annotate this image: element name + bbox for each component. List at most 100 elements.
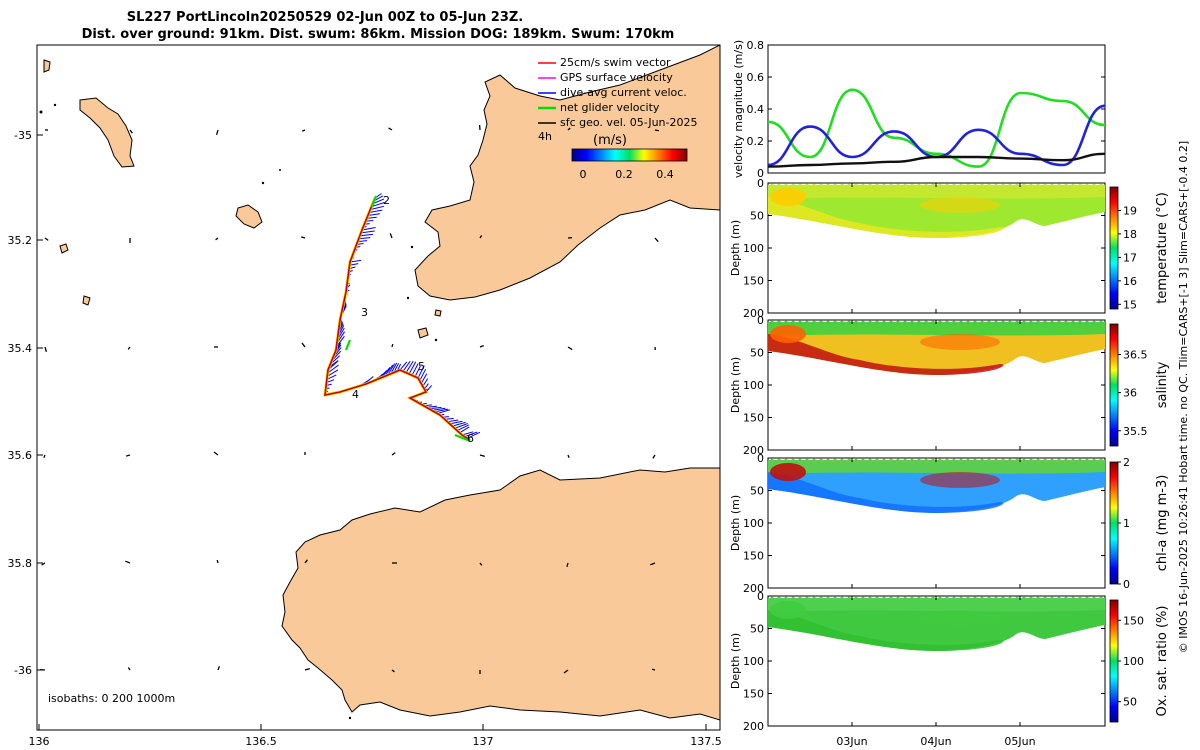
section-4-colorbar-tick-0: 50 (1123, 696, 1137, 709)
section-4-colorbar-label: Ox. sat. ratio (%) (1155, 606, 1170, 717)
section-1-colorbar-tick-1: 16 (1123, 275, 1137, 288)
legend-item-dive-avg: dive-avg current veloc. (538, 86, 687, 99)
section-2-ylabel: Depth (m) (729, 357, 742, 413)
island-small-1 (43, 59, 51, 73)
waypoint-6: 6 (467, 432, 474, 445)
velocity-ylabel: velocity magnitude (m/s) (732, 40, 745, 178)
section-3-ylabel: Depth (m) (729, 495, 742, 551)
geo-arrow-15 (654, 237, 659, 243)
section-2-colorbar-tick-0: 35.5 (1123, 425, 1148, 438)
lon-tick-1: 136.5 (245, 735, 277, 748)
glider-track (323, 193, 481, 443)
geo-arrow-46 (563, 669, 569, 674)
colorbar-tick-1: 0.2 (615, 168, 633, 181)
geo-arrow-37 (479, 562, 483, 566)
section-4-ytick-1: 50 (750, 623, 764, 636)
map-frame (36, 44, 721, 731)
colorbar-tick-0: 0 (580, 168, 587, 181)
waypoint-3: 3 (361, 306, 368, 319)
legend-item-net-velocity: net glider velocity (538, 101, 660, 114)
geo-arrow-31 (652, 454, 656, 459)
section-4-colorbar (1109, 599, 1119, 723)
section-1-colorbar (1109, 186, 1119, 310)
geo-arrow-3 (301, 129, 306, 132)
geo-arrow-35 (304, 559, 308, 564)
section-4-ytick-4: 200 (743, 720, 764, 733)
geo-arrow-34 (216, 559, 219, 564)
section-panel-2: 0 50 100 150 200 Depth (m) 35.5 36 36.5 salinity (729, 314, 1170, 457)
lat-tick-2: 35.4 (8, 342, 33, 355)
land-northern-peninsula (414, 45, 720, 301)
section-1-colorbar-tick-0: 15 (1123, 298, 1137, 311)
legend-interval: 4h (538, 130, 552, 143)
svg-text:GPS surface velocity: GPS surface velocity (560, 71, 673, 84)
geo-arrow-1 (129, 129, 133, 134)
geo-arrow-20 (391, 343, 394, 348)
section-1-ytick-3: 150 (743, 275, 764, 288)
lat-tick-0: -35 (14, 129, 32, 142)
section-3-colorbar-tick-1: 1 (1123, 517, 1130, 530)
geo-arrow-25 (126, 454, 131, 457)
lat-tick-4: 35.8 (8, 557, 33, 570)
geo-arrow-6 (567, 127, 571, 131)
svg-text:dive-avg current veloc.: dive-avg current veloc. (560, 86, 687, 99)
velocity-ytick-1: 0.2 (747, 135, 765, 148)
geo-arrow-29 (479, 454, 485, 458)
section-2-ytick-1: 50 (750, 347, 764, 360)
time-tick-2: 05Jun (1004, 735, 1035, 748)
lat-tick-1: 35.2 (8, 234, 33, 247)
geo-arrow-42 (217, 666, 221, 671)
section-4-colorbar-tick-1: 100 (1123, 655, 1144, 668)
legend-item-swim-vector: 25cm/s swim vector (538, 56, 671, 69)
island-small-4 (417, 327, 429, 339)
geo-arrow-32 (41, 562, 46, 566)
geo-arrow-19 (301, 342, 306, 348)
geo-arrow-22 (567, 346, 573, 351)
geo-arrow-12 (389, 233, 393, 239)
map-legend: 25cm/s swim vector GPS surface velocity … (538, 56, 697, 181)
land-southern-landmass (281, 467, 720, 721)
velocity-axes (767, 44, 1106, 174)
section-1-colorbar-label: temperature (°C) (1155, 192, 1170, 304)
island-small-5 (434, 309, 442, 317)
section-3-ytick-4: 200 (743, 582, 764, 595)
lat-tick-5: -36 (14, 664, 32, 677)
footer-note: © IMOS 16-Jun-2025 10:26:41 Hobart time.… (1177, 141, 1190, 653)
geo-arrow-33 (125, 560, 131, 564)
track-green-net (344, 195, 471, 443)
section-2-ytick-0: 0 (757, 314, 764, 327)
island-large (79, 97, 135, 168)
section-2-ytick-3: 150 (743, 412, 764, 425)
section-1-ylabel: Depth (m) (729, 220, 742, 276)
lon-tick-2: 137 (473, 735, 494, 748)
section-3-ytick-3: 150 (743, 550, 764, 563)
section-3-colorbar-label: chl-a (mg m-3) (1155, 475, 1170, 572)
section-4-ylabel: Depth (m) (729, 633, 742, 689)
figure-title-line1: SL227 PortLincoln20250529 02-Jun 00Z to … (127, 10, 524, 25)
island-small-3 (82, 295, 91, 306)
velocity-ytick-4: 0.8 (747, 39, 765, 52)
figure-title-line2: Dist. over ground: 91km. Dist. swum: 86k… (82, 27, 675, 42)
geo-arrow-26 (213, 451, 219, 456)
section-panel-4: 0 50 100 150 200 Depth (m) 50 100 150 Ox. sat. ra… (729, 590, 1170, 733)
section-1-colorbar-tick-4: 19 (1123, 204, 1137, 217)
island-small-2 (59, 243, 69, 254)
velocity-panel: 0 0.2 0.4 0.6 0.8 velocity magnitude (m/s) (732, 39, 1106, 180)
velocity-series-sfc-geo-vel- (767, 152, 1106, 168)
section-2-ytick-4: 200 (743, 444, 764, 457)
geo-arrow-2 (215, 129, 219, 135)
isobaths-label: isobaths: 0 200 1000m (48, 692, 175, 705)
section-panel-3: 0 50 100 150 200 Depth (m) 0 1 2 chl-a (mg m-3) (729, 452, 1170, 595)
geo-arrow-28 (391, 452, 396, 456)
colorbar-tick-2: 0.4 (656, 168, 674, 181)
track-red-swim (324, 197, 471, 441)
geo-arrow-47 (651, 668, 656, 671)
lon-tick-0: 136 (29, 735, 50, 748)
waypoint-2: 2 (383, 194, 390, 207)
waypoint-5: 5 (418, 360, 425, 373)
section-2-colorbar-tick-2: 36.5 (1123, 349, 1148, 362)
time-tick-0: 03Jun (836, 735, 867, 748)
section-4-ytick-0: 0 (757, 590, 764, 603)
velocity-series-net-glider-velocity (767, 88, 1106, 168)
speed-colorbar (571, 148, 688, 162)
